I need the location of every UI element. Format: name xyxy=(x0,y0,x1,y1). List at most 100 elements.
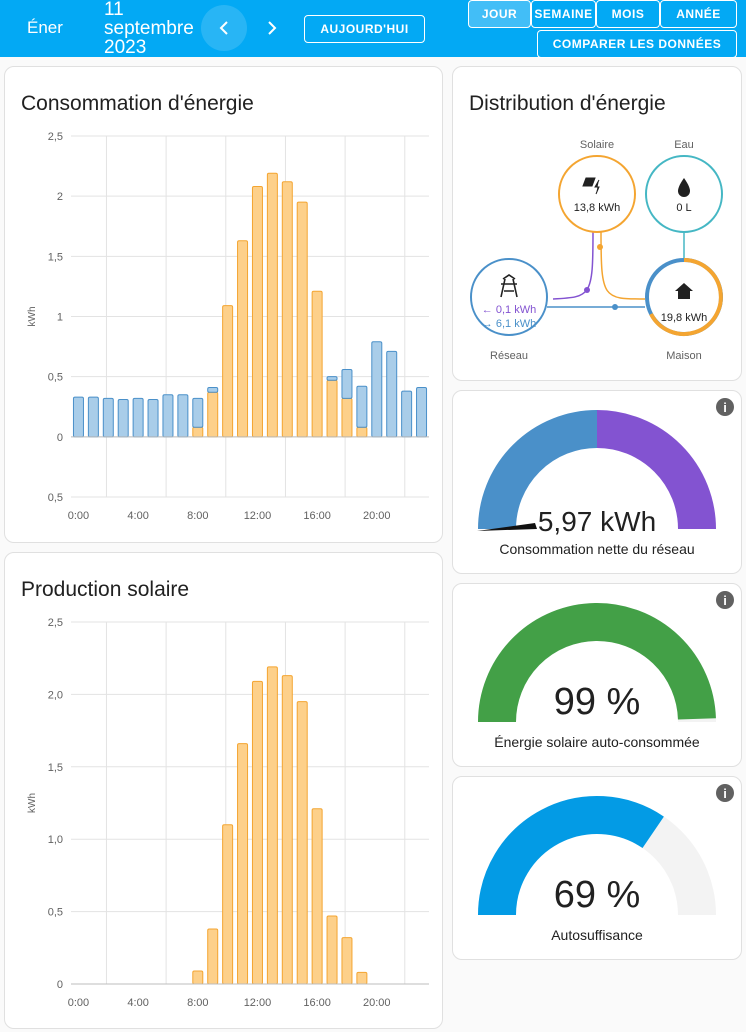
today-button[interactable]: AUJOURD'HUI xyxy=(304,15,425,43)
gauge-needle xyxy=(477,523,537,531)
y-axis-label: kWh xyxy=(27,307,38,327)
node-value: 13,8 kWh xyxy=(574,202,620,214)
y-tick-label: 0,5 xyxy=(48,907,63,919)
consumption-card: Consommation d'énergie kWh 2,5 2 1,5 1 0,5 0 0,5… xyxy=(4,66,443,543)
y-tick-label: 0 xyxy=(57,432,63,444)
bar xyxy=(326,379,338,438)
bar xyxy=(207,928,219,985)
solar-node xyxy=(558,155,636,233)
period-button[interactable]: ANNÉE xyxy=(660,0,737,28)
gauge-value: 5,97 kWh xyxy=(538,506,656,537)
gauge: i 69 % Autosuffisance xyxy=(478,784,734,943)
bar xyxy=(416,386,428,438)
bar xyxy=(162,394,174,438)
bar xyxy=(401,390,413,438)
period-button[interactable]: SEMAINE xyxy=(531,0,596,28)
prev[interactable] xyxy=(201,5,247,51)
compare-button[interactable]: COMPARER LES DONNÉES xyxy=(537,30,737,58)
bar xyxy=(341,397,353,438)
period-button[interactable]: MOIS xyxy=(596,0,660,28)
y-axis-label: kWh xyxy=(27,793,38,813)
gauge-name: Consommation nette du réseau xyxy=(499,541,694,557)
bar xyxy=(192,397,204,428)
bar xyxy=(326,376,338,381)
info-icon xyxy=(716,784,734,802)
gauge: i 99 % Énergie solaire auto-consommée xyxy=(478,591,734,750)
node-value: ← 0,1 kWh xyxy=(482,304,536,316)
info-i: i xyxy=(723,400,727,415)
bar xyxy=(386,350,398,438)
bar xyxy=(251,186,263,438)
bar xyxy=(356,385,368,428)
x-tick-label: 0:00 xyxy=(68,997,89,1009)
bar xyxy=(237,743,249,985)
info-icon xyxy=(716,398,734,416)
card-title: Production solaire xyxy=(21,578,189,601)
bar xyxy=(102,397,114,438)
bar xyxy=(251,680,263,985)
gauge-value: 99 % xyxy=(554,681,641,723)
x-tick-label: 8:00 xyxy=(187,510,208,522)
card-title: Consommation d'énergie xyxy=(21,92,254,115)
bar xyxy=(311,808,323,985)
y-tick-label: 1,0 xyxy=(48,834,63,846)
y-tick-label: 1,5 xyxy=(48,251,63,263)
bar xyxy=(296,701,308,985)
x-tick-label: 4:00 xyxy=(127,997,148,1009)
bar xyxy=(296,201,308,438)
x-tick-label: 16:00 xyxy=(303,997,331,1009)
bar xyxy=(281,675,293,985)
node-label: Réseau xyxy=(490,350,528,362)
node-value: 19,8 kWh xyxy=(661,312,707,324)
bar xyxy=(222,824,234,985)
bar xyxy=(207,391,219,438)
bar xyxy=(266,666,278,985)
bar xyxy=(207,386,219,393)
y-tick-label: 0,5 xyxy=(48,492,63,504)
gauge-arc xyxy=(478,796,664,916)
bar xyxy=(117,399,129,438)
bar xyxy=(281,181,293,438)
bar xyxy=(266,172,278,438)
bar xyxy=(341,937,353,985)
period-button[interactable]: JOUR xyxy=(468,0,531,28)
x-tick-label: 16:00 xyxy=(303,510,331,522)
node-label: Maison xyxy=(666,350,701,362)
info-i: i xyxy=(723,593,727,608)
bar xyxy=(341,368,353,399)
bar xyxy=(356,426,368,438)
bar xyxy=(132,397,144,438)
x-tick-label: 12:00 xyxy=(244,510,272,522)
node-label: Eau xyxy=(674,139,694,151)
info-icon xyxy=(716,591,734,609)
x-tick-label: 0:00 xyxy=(68,510,89,522)
next[interactable] xyxy=(258,5,284,51)
gauge: i 5,97 kWh Consommation nette du réseau xyxy=(477,398,734,557)
node-value: → 6,1 kWh xyxy=(482,318,536,330)
consumption-chart: Consommation d'énergie kWh 2,5 2 1,5 1 0,5 0 0,5… xyxy=(21,92,429,522)
y-tick-label: 2 xyxy=(57,191,63,203)
gauge-card: i 99 % Énergie solaire auto-consommée xyxy=(452,583,742,767)
x-tick-label: 8:00 xyxy=(187,997,208,1009)
y-tick-label: 2,5 xyxy=(48,131,63,143)
info-i: i xyxy=(723,786,727,801)
gauge-name: Autosuffisance xyxy=(551,927,643,943)
bar xyxy=(192,426,204,438)
node-value: 0 L xyxy=(676,202,691,214)
bar xyxy=(222,305,234,438)
bar xyxy=(371,341,383,438)
grid-node xyxy=(470,258,548,336)
title: Éner xyxy=(27,18,63,37)
y-tick-label: 2,5 xyxy=(48,617,63,629)
y-tick-label: 2,0 xyxy=(48,689,63,701)
bar xyxy=(326,915,338,985)
node-label: Solaire xyxy=(580,139,614,151)
bar xyxy=(311,290,323,438)
bar xyxy=(147,399,159,438)
bar xyxy=(237,240,249,438)
gauge-name: Énergie solaire auto-consommée xyxy=(494,734,700,750)
gauge-value: 69 % xyxy=(554,874,641,916)
bar xyxy=(192,970,204,985)
flow xyxy=(600,231,646,300)
